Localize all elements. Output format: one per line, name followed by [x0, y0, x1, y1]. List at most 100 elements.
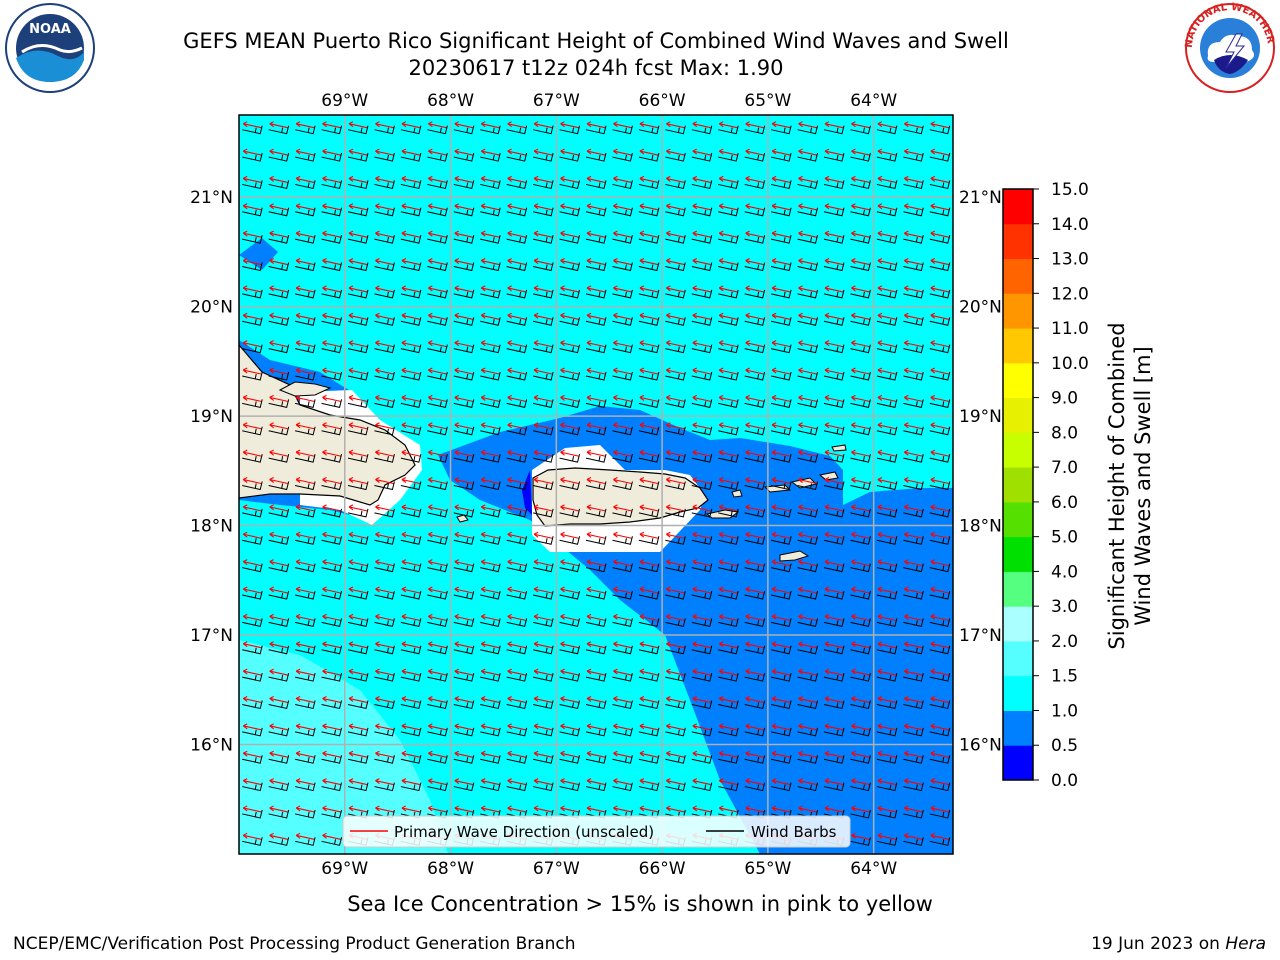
wind-barb-499	[585, 618, 607, 627]
wind-barb-198	[480, 317, 501, 326]
wave-arrow-451	[745, 559, 764, 567]
wind-barb-202	[585, 317, 607, 326]
wind-barb-485	[929, 590, 951, 600]
wind-barb-408	[321, 536, 343, 545]
wind-barb-92	[533, 207, 554, 217]
wind-barb-225	[480, 344, 501, 354]
wind-barb-401	[850, 508, 871, 518]
wind-barb-537	[876, 645, 898, 655]
wave-arrow-57	[322, 175, 341, 183]
wind-barb-330	[400, 454, 422, 463]
wind-barb-589	[823, 700, 845, 710]
wave-arrow-654	[401, 778, 421, 786]
wind-barb-209	[771, 317, 792, 326]
wind-barb-335	[533, 454, 554, 463]
wind-barb-174	[559, 289, 581, 299]
wind-barb-0	[242, 125, 263, 135]
wind-barb-382	[347, 508, 369, 518]
wave-arrow-79	[904, 175, 923, 183]
colorbar-tick-label-15: 13.0	[1051, 250, 1089, 270]
wave-arrow-494	[454, 613, 473, 621]
wave-arrow-589	[824, 695, 844, 703]
wave-arrow-21	[798, 121, 817, 129]
wave-arrow-180	[718, 285, 738, 293]
wave-arrow-574	[428, 695, 447, 703]
wave-arrow-186	[877, 285, 897, 293]
wave-arrow-506	[771, 613, 791, 621]
wind-barb-479	[771, 590, 792, 600]
wave-arrow-375	[877, 477, 897, 485]
wave-arrow-321	[877, 422, 897, 430]
wind-barb-572	[374, 700, 395, 710]
wind-barb-165	[321, 289, 343, 299]
wave-arrow-280	[507, 394, 526, 402]
wind-barb-540	[242, 672, 263, 682]
wind-barb-101	[771, 207, 792, 217]
wave-arrow-164	[295, 285, 315, 293]
wave-arrow-334	[507, 449, 526, 457]
wind-barb-383	[374, 508, 395, 518]
wind-barb-521	[453, 645, 475, 655]
colorbar-tick-label-2: 1.0	[1051, 701, 1078, 721]
wind-barb-400	[823, 508, 845, 518]
wave-arrow-383	[375, 504, 394, 512]
wave-arrow-398	[771, 504, 791, 512]
wave-arrow-446	[613, 559, 632, 567]
wave-arrow-597	[322, 723, 341, 731]
wave-arrow-50	[851, 148, 870, 156]
wave-arrow-628	[428, 750, 447, 758]
wind-barb-576	[480, 700, 501, 710]
wave-arrow-622	[269, 750, 288, 758]
wave-arrow-141	[401, 258, 421, 266]
wave-arrow-607	[586, 723, 606, 731]
wind-barb-63	[480, 180, 501, 190]
wave-arrow-83	[295, 203, 315, 211]
wind-barb-651	[321, 782, 343, 792]
wind-barb-263	[771, 371, 792, 381]
wave-arrow-48	[798, 148, 817, 156]
wave-arrow-197	[454, 312, 473, 320]
wave-arrow-490	[348, 613, 368, 621]
wind-barb-286	[665, 399, 686, 408]
wind-barb-311	[612, 426, 633, 436]
wave-arrow-58	[348, 175, 368, 183]
wind-barb-160	[903, 262, 924, 272]
wind-barb-334	[506, 454, 528, 463]
wind-barb-22	[823, 125, 845, 135]
wind-barb-484	[903, 590, 924, 600]
wave-arrow-306	[480, 422, 500, 430]
wind-barb-314	[691, 426, 713, 436]
wave-arrow-437	[375, 559, 394, 567]
wind-barb-54	[242, 180, 263, 190]
wave-arrow-407	[295, 531, 315, 539]
wave-arrow-377	[930, 477, 949, 485]
wind-barb-482	[850, 590, 871, 600]
wave-arrow-90	[480, 203, 500, 211]
land-hispaniola	[239, 344, 416, 506]
wind-barb-73	[744, 180, 766, 190]
wind-barb-321	[876, 426, 898, 436]
colorbar-tick-label-0: 0.0	[1051, 771, 1078, 791]
wind-barb-191	[295, 317, 316, 326]
lat-label-left-2: 18°N	[190, 517, 233, 537]
wave-arrow-125	[692, 230, 711, 238]
wave-arrow-34	[428, 148, 447, 156]
wind-barb-419	[612, 536, 633, 545]
wave-arrow-284	[613, 394, 632, 402]
wave-arrow-693	[718, 805, 738, 813]
wave-arrow-275	[375, 394, 394, 402]
wave-arrow-115	[428, 230, 447, 238]
wind-barb-107	[929, 207, 951, 217]
wind-barb-522	[480, 645, 501, 655]
wave-arrow-214	[904, 312, 923, 320]
wave-arrow-538	[904, 641, 923, 649]
wave-arrow-458	[930, 559, 949, 567]
wave-arrow-387	[480, 504, 500, 512]
wave-arrow-546	[401, 668, 421, 676]
wind-barb-616	[823, 727, 845, 737]
wave-arrow-220	[348, 340, 368, 348]
wind-barb-218	[295, 344, 316, 354]
wave-arrow-260	[692, 367, 711, 375]
wave-arrow-515	[295, 641, 315, 649]
wind-barb-131	[850, 235, 871, 244]
